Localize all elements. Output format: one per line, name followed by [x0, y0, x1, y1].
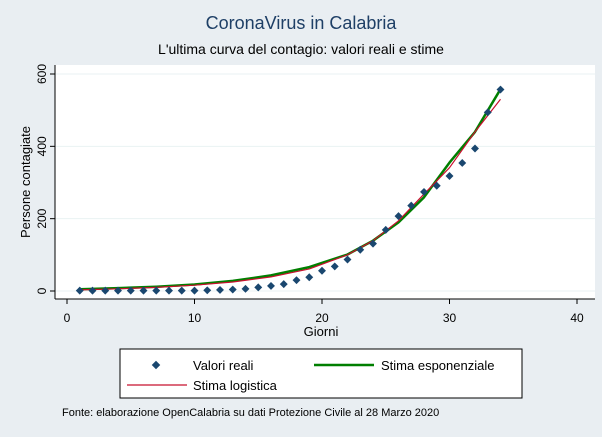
data-point-valori-reali-8	[165, 286, 173, 295]
chart-title: CoronaVirus in Calabria	[206, 13, 398, 33]
data-point-valori-reali-21	[330, 262, 339, 271]
legend-marker-valori-reali	[151, 360, 161, 370]
series-line-stima-esponenziale	[79, 88, 502, 291]
data-point-valori-reali-5	[126, 286, 135, 295]
data-point-valori-reali-11	[203, 286, 212, 295]
data-point-valori-reali-17	[279, 280, 288, 289]
data-point-valori-reali-25	[381, 225, 390, 234]
series-line-stima-logistica	[79, 98, 501, 291]
legend-label-valori-reali: Valori reali	[193, 358, 254, 373]
data-point-valori-reali-9	[177, 286, 186, 295]
legend-label-stima-logistica: Stima logistica	[193, 378, 278, 393]
data-point-valori-reali-20	[318, 266, 326, 275]
x-tick-label-4: 40	[570, 311, 584, 325]
x-tick-label-1: 10	[188, 311, 202, 325]
data-point-valori-reali-31	[458, 159, 467, 167]
data-point-valori-reali-23	[356, 245, 365, 254]
data-point-valori-reali-14	[241, 284, 250, 293]
legend-box	[119, 348, 523, 399]
axis-ticks: 0 200 400 600 0 10 20 30 40	[35, 64, 584, 325]
data-point-valori-reali-24	[369, 239, 377, 248]
x-tick-label-3: 30	[443, 311, 457, 325]
data-point-valori-reali-29	[432, 181, 441, 190]
data-point-valori-reali-10	[190, 286, 199, 295]
legend: Valori reali Stima esponenziale Stima lo…	[119, 348, 523, 399]
data-point-valori-reali-27	[407, 201, 416, 210]
plot-area	[55, 65, 595, 299]
source-note: Fonte: elaborazione OpenCalabria su dati…	[62, 407, 439, 419]
data-point-valori-reali-30	[445, 172, 454, 180]
legend-label-stima-esponenziale: Stima esponenziale	[381, 358, 494, 373]
x-tick-label-2: 20	[315, 311, 329, 325]
data-point-valori-reali-32	[471, 144, 479, 153]
chart-subtitle: L'ultima curva del contagio: valori real…	[158, 41, 444, 57]
data-point-valori-reali-7	[152, 286, 161, 295]
data-point-valori-reali-12	[216, 285, 224, 294]
data-point-valori-reali-28	[420, 187, 428, 196]
y-axis-label: Persone contagiate	[18, 126, 33, 238]
data-point-valori-reali-18	[292, 276, 301, 285]
x-axis-label: Giorni	[304, 324, 339, 339]
data-point-valori-reali-6	[139, 286, 148, 295]
data-point-valori-reali-13	[228, 285, 237, 294]
y-tick-label-2: 400	[35, 136, 49, 156]
series-lines	[79, 88, 502, 291]
data-point-valori-reali-26	[394, 212, 403, 221]
data-point-valori-reali-19	[305, 273, 314, 282]
x-tick-label-0: 0	[64, 311, 71, 325]
y-tick-label-1: 200	[35, 208, 49, 228]
data-point-valori-reali-22	[343, 255, 352, 264]
y-tick-label-3: 600	[35, 64, 49, 84]
data-point-valori-reali-16	[267, 281, 275, 290]
y-tick-label-0: 0	[35, 287, 49, 294]
